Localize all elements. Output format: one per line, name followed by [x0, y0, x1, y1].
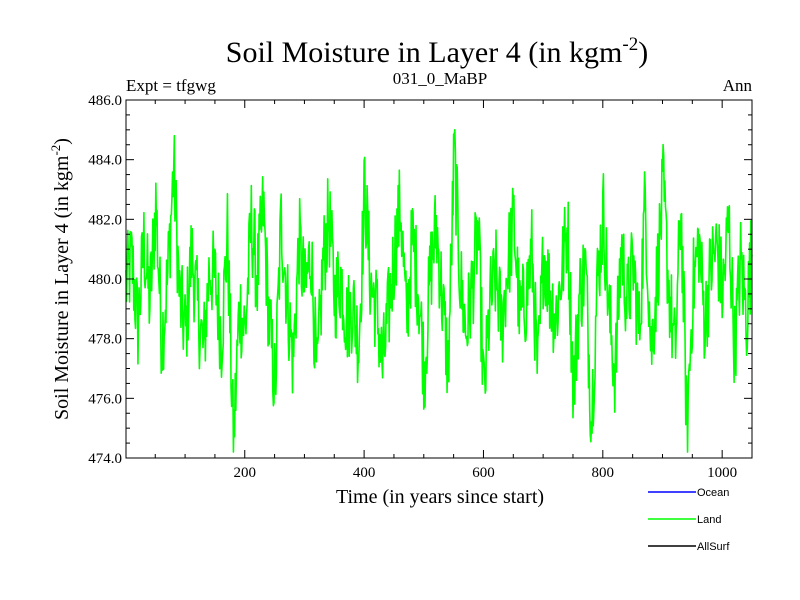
- x-tick-label: 1000: [707, 465, 737, 481]
- y-tick-label: 478.0: [88, 332, 122, 348]
- legend-label-ocean: Ocean: [697, 487, 729, 499]
- y-axis-label: Soil Moisture in Layer 4 (in kgm-2): [48, 138, 73, 420]
- y-tick-label: 476.0: [88, 391, 122, 407]
- subtitle-period: 031_0_MaBP: [393, 69, 487, 88]
- y-tick-label: 474.0: [88, 451, 122, 467]
- y-tick-label: 480.0: [88, 272, 122, 288]
- plot-frame: [125, 99, 753, 459]
- subtitle-season: Ann: [723, 76, 753, 95]
- legend-label-allsurf: AllSurf: [697, 541, 730, 553]
- legend-label-land: Land: [697, 514, 721, 526]
- x-tick-label: 800: [592, 465, 615, 481]
- y-tick-label: 484.0: [88, 153, 122, 169]
- x-tick-label: 600: [472, 465, 495, 481]
- svg-text:Soil Moisture in Layer 4 (in k: Soil Moisture in Layer 4 (in kgm-2): [48, 138, 73, 420]
- subtitle-experiment: Expt = tfgwg: [126, 76, 216, 95]
- x-axis-label: Time (in years since start): [336, 486, 544, 508]
- chart-title: Soil Moisture in Layer 4 (in kgm-2): [226, 34, 648, 69]
- y-tick-label: 486.0: [88, 93, 122, 109]
- series-line-land: [125, 128, 753, 453]
- y-tick-label: 482.0: [88, 212, 122, 228]
- x-tick-label: 200: [234, 465, 257, 481]
- x-tick-label: 400: [353, 465, 376, 481]
